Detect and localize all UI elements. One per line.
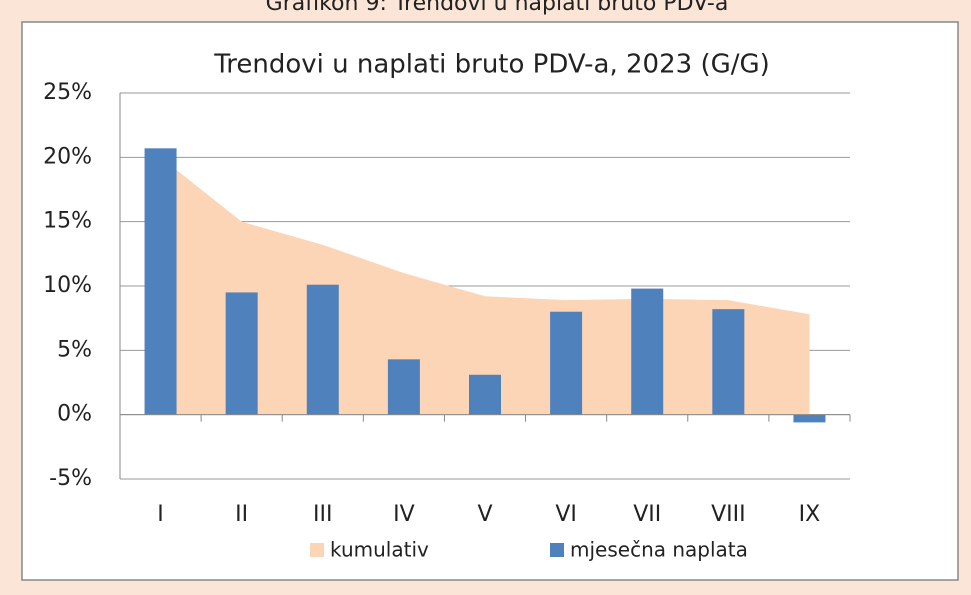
x-tick-label: III <box>313 502 332 527</box>
x-tick-label: I <box>157 502 164 527</box>
y-tick-label: 15% <box>43 209 92 234</box>
x-tick-label: V <box>477 502 492 527</box>
x-tick-label: IV <box>393 502 415 527</box>
legend-label: kumulativ <box>330 538 429 562</box>
bar <box>793 414 826 423</box>
legend-swatch <box>550 543 564 557</box>
bar <box>712 309 745 415</box>
bar <box>550 311 583 415</box>
x-tick-label: VI <box>555 502 577 527</box>
x-tick-label: VIII <box>711 502 746 527</box>
x-tick-label: VII <box>633 502 661 527</box>
x-tick-label: IX <box>799 502 821 527</box>
bar <box>469 374 501 415</box>
chart-title: Trendovi u naplati bruto PDV-a, 2023 (G/… <box>213 50 770 80</box>
bar <box>306 284 339 415</box>
x-tick-label: II <box>235 502 248 527</box>
y-tick-label: 25% <box>43 80 92 105</box>
y-tick-label: 5% <box>57 337 92 362</box>
legend-label: mjesečna naplata <box>570 538 748 562</box>
y-tick-label: 10% <box>43 273 92 298</box>
caption: Grafikon 9: Trendovi u naplati bruto PDV… <box>266 0 729 16</box>
y-tick-label: 0% <box>57 402 92 427</box>
bar <box>387 359 420 415</box>
legend-swatch <box>310 543 324 557</box>
y-tick-label: -5% <box>49 466 92 491</box>
y-tick-label: 20% <box>43 144 92 169</box>
bar <box>631 288 664 415</box>
bar <box>144 148 177 415</box>
bar <box>225 292 258 415</box>
